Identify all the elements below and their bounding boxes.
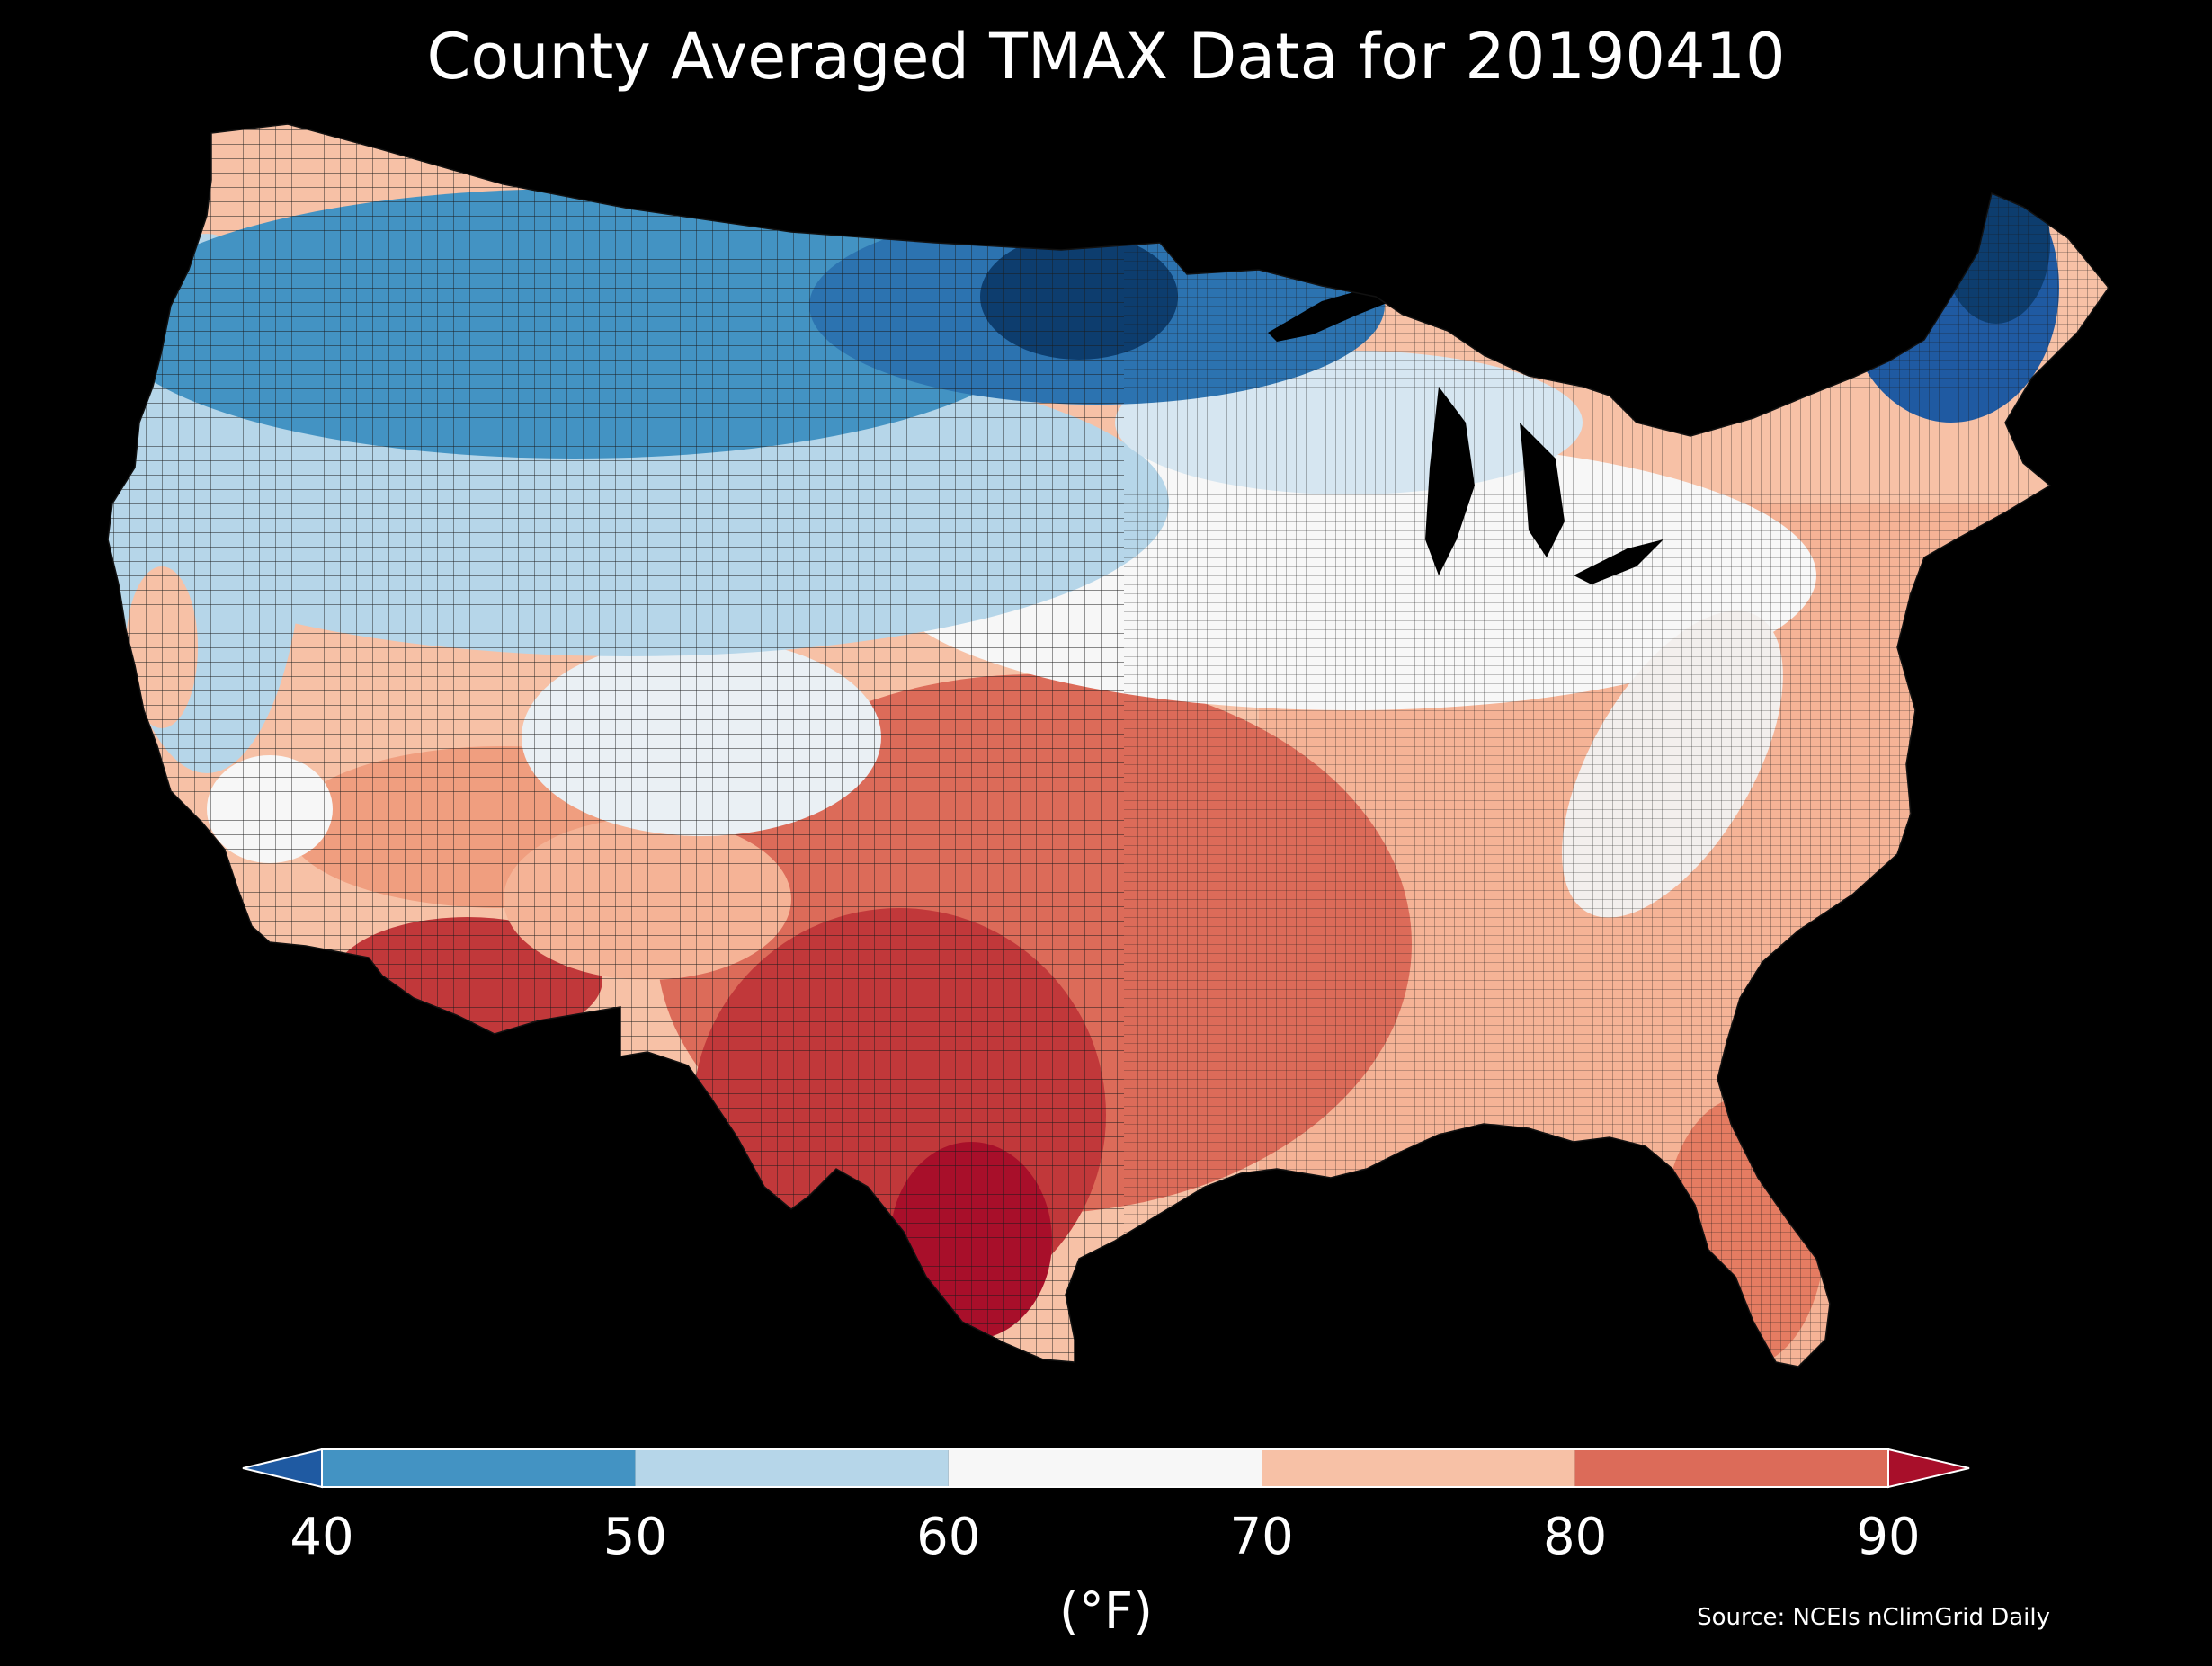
colorbar-unit-label: (°F) <box>1059 1582 1153 1641</box>
colorbar-tick-label: 50 <box>602 1508 668 1566</box>
colorbar-under-arrow <box>242 1448 323 1489</box>
lake-huron <box>1520 423 1565 557</box>
colorbar-bin-40-50 <box>322 1449 636 1487</box>
source-credit: Source: NCEIs nClimGrid Daily <box>1697 1604 2050 1631</box>
colorbar-bin-60-70 <box>948 1449 1262 1487</box>
lake-michigan <box>1425 387 1475 575</box>
colorbar-tick-label: 60 <box>916 1508 981 1566</box>
colorbar-bin-50-60 <box>635 1449 949 1487</box>
great-lakes <box>1268 286 1663 584</box>
colorbar-tick-label: 80 <box>1542 1508 1608 1566</box>
colorbar-tick-label: 90 <box>1856 1508 1921 1566</box>
lake-superior <box>1268 286 1403 342</box>
colorbar-frame <box>321 1448 1889 1488</box>
colorbar-over-arrow <box>1887 1448 1970 1489</box>
colorbar-bin-70-80 <box>1262 1449 1575 1487</box>
colorbar-tick-label: 70 <box>1229 1508 1294 1566</box>
lake-erie <box>1574 539 1663 584</box>
colorbar-tick-label: 40 <box>290 1508 354 1566</box>
colorbar-bin-80-90 <box>1574 1449 1888 1487</box>
map-title: County Averaged TMAX Data for 20190410 <box>426 20 1786 94</box>
us-outline <box>107 123 2109 1368</box>
